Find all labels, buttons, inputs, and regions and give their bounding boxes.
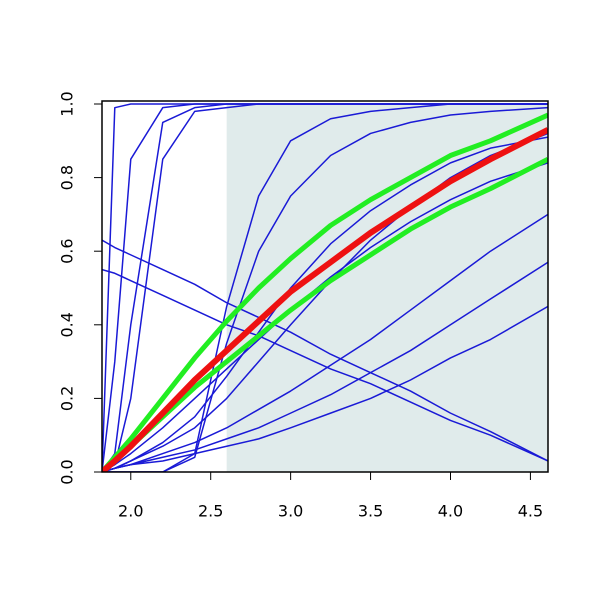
series-line: [102, 106, 548, 472]
series-line: [102, 305, 548, 472]
x-tick-label: 4.5: [518, 502, 543, 521]
y-tick-label: 0.2: [58, 386, 77, 411]
plot-frame: [101, 100, 549, 473]
series-line: [102, 103, 548, 472]
x-tick-label: 2.0: [118, 502, 143, 521]
y-tick-label: 0.0: [58, 459, 77, 484]
plot-lines: [102, 103, 548, 472]
shaded-region: [226, 104, 548, 472]
y-tick-label: 0.4: [58, 312, 77, 337]
y-tick-label: 0.8: [58, 165, 77, 190]
series-line: [102, 127, 548, 472]
y-tick-label: 1.0: [58, 91, 77, 116]
series-line: [102, 112, 548, 472]
x-tick-label: 4.0: [438, 502, 463, 521]
x-tick-label: 3.0: [278, 502, 303, 521]
x-tick-label: 3.5: [358, 502, 383, 521]
y-tick-label: 0.6: [58, 238, 77, 263]
series-line: [102, 268, 548, 462]
x-tick-label: 2.5: [198, 502, 223, 521]
